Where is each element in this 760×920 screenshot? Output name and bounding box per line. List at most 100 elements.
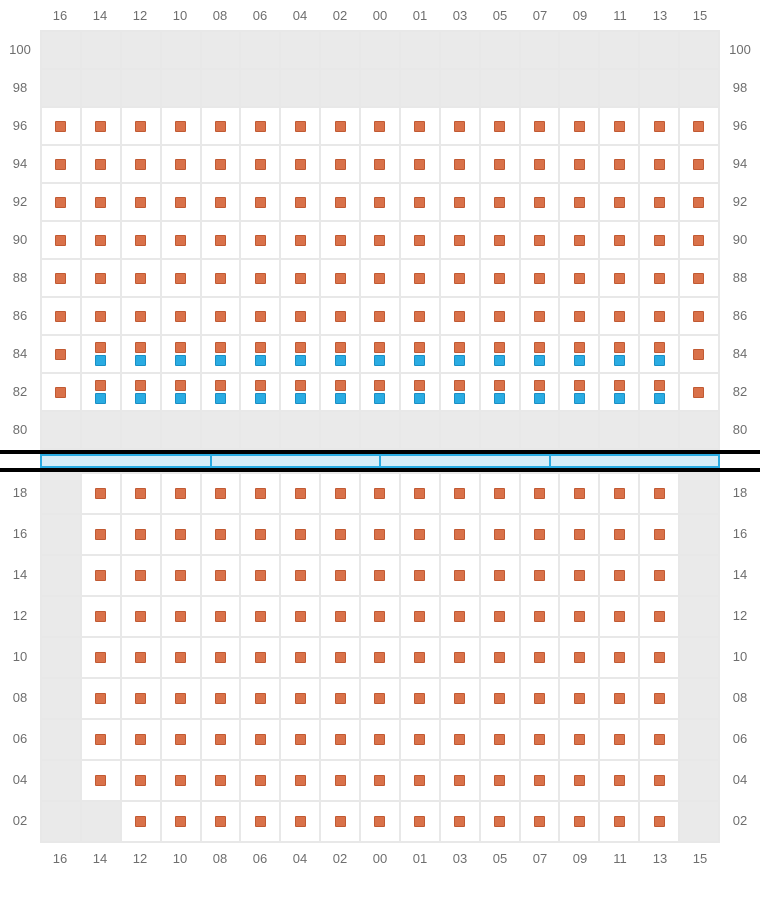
seat-cell[interactable] <box>559 221 599 259</box>
seat-orange[interactable] <box>374 488 385 499</box>
seat-orange[interactable] <box>454 235 465 246</box>
seat-cell[interactable] <box>320 145 360 183</box>
seat-orange[interactable] <box>574 311 585 322</box>
seat-blue[interactable] <box>614 393 625 404</box>
seat-orange[interactable] <box>335 159 346 170</box>
seat-cell[interactable] <box>81 221 121 259</box>
seat-cell[interactable] <box>599 801 639 842</box>
seat-blue[interactable] <box>255 393 266 404</box>
seat-cell[interactable] <box>599 596 639 637</box>
seat-cell[interactable] <box>599 183 639 221</box>
seat-cell[interactable] <box>161 335 201 373</box>
seat-cell[interactable] <box>360 801 400 842</box>
seat-blue[interactable] <box>215 355 226 366</box>
seat-cell[interactable] <box>599 221 639 259</box>
seat-orange[interactable] <box>255 159 266 170</box>
seat-blue[interactable] <box>414 355 425 366</box>
seat-orange[interactable] <box>614 775 625 786</box>
seat-cell[interactable] <box>639 596 679 637</box>
seat-cell[interactable] <box>161 473 201 514</box>
seat-orange[interactable] <box>135 816 146 827</box>
seat-cell[interactable] <box>679 107 719 145</box>
seat-orange[interactable] <box>255 775 266 786</box>
seat-orange[interactable] <box>135 488 146 499</box>
seat-cell[interactable] <box>240 335 280 373</box>
seat-orange[interactable] <box>335 611 346 622</box>
seat-orange[interactable] <box>295 529 306 540</box>
seat-orange[interactable] <box>454 611 465 622</box>
seat-cell[interactable] <box>201 514 241 555</box>
seat-cell[interactable] <box>161 297 201 335</box>
seat-orange[interactable] <box>654 342 665 353</box>
seat-orange[interactable] <box>374 121 385 132</box>
seat-orange[interactable] <box>374 529 385 540</box>
seat-cell[interactable] <box>639 259 679 297</box>
seat-orange[interactable] <box>215 734 226 745</box>
seat-orange[interactable] <box>654 488 665 499</box>
seat-cell[interactable] <box>599 145 639 183</box>
seat-orange[interactable] <box>135 529 146 540</box>
seat-orange[interactable] <box>255 816 266 827</box>
seat-blue[interactable] <box>135 393 146 404</box>
seat-orange[interactable] <box>454 693 465 704</box>
seat-orange[interactable] <box>534 775 545 786</box>
seat-cell[interactable] <box>360 297 400 335</box>
seat-cell[interactable] <box>679 335 719 373</box>
seat-cell[interactable] <box>121 297 161 335</box>
seat-orange[interactable] <box>215 529 226 540</box>
seat-cell[interactable] <box>320 678 360 719</box>
seat-cell[interactable] <box>360 335 400 373</box>
seat-cell[interactable] <box>559 596 599 637</box>
seat-orange[interactable] <box>614 197 625 208</box>
seat-cell[interactable] <box>440 221 480 259</box>
seat-orange[interactable] <box>574 652 585 663</box>
seat-orange[interactable] <box>494 273 505 284</box>
seat-orange[interactable] <box>175 488 186 499</box>
seat-orange[interactable] <box>654 611 665 622</box>
seat-cell[interactable] <box>320 107 360 145</box>
seat-cell[interactable] <box>320 801 360 842</box>
seat-cell[interactable] <box>520 555 560 596</box>
seat-cell[interactable] <box>360 259 400 297</box>
seat-orange[interactable] <box>295 121 306 132</box>
seat-orange[interactable] <box>135 734 146 745</box>
seat-orange[interactable] <box>175 197 186 208</box>
seat-orange[interactable] <box>574 121 585 132</box>
seat-orange[interactable] <box>414 311 425 322</box>
seat-cell[interactable] <box>440 297 480 335</box>
seat-cell[interactable] <box>81 719 121 760</box>
seat-blue[interactable] <box>335 393 346 404</box>
seat-cell[interactable] <box>360 107 400 145</box>
seat-cell[interactable] <box>639 183 679 221</box>
seat-orange[interactable] <box>614 121 625 132</box>
seat-orange[interactable] <box>494 197 505 208</box>
seat-orange[interactable] <box>494 652 505 663</box>
seat-cell[interactable] <box>480 145 520 183</box>
seat-orange[interactable] <box>215 775 226 786</box>
seat-cell[interactable] <box>480 297 520 335</box>
seat-cell[interactable] <box>121 801 161 842</box>
seat-cell[interactable] <box>121 596 161 637</box>
seat-orange[interactable] <box>335 529 346 540</box>
seat-orange[interactable] <box>534 159 545 170</box>
seat-cell[interactable] <box>679 221 719 259</box>
seat-orange[interactable] <box>95 611 106 622</box>
seat-orange[interactable] <box>95 734 106 745</box>
seat-cell[interactable] <box>639 801 679 842</box>
seat-blue[interactable] <box>414 393 425 404</box>
seat-blue[interactable] <box>614 355 625 366</box>
seat-cell[interactable] <box>480 259 520 297</box>
seat-orange[interactable] <box>374 734 385 745</box>
seat-orange[interactable] <box>255 693 266 704</box>
seat-orange[interactable] <box>534 570 545 581</box>
seat-cell[interactable] <box>679 183 719 221</box>
seat-cell[interactable] <box>81 555 121 596</box>
seat-blue[interactable] <box>175 393 186 404</box>
seat-cell[interactable] <box>559 335 599 373</box>
seat-cell[interactable] <box>440 335 480 373</box>
seat-orange[interactable] <box>654 693 665 704</box>
seat-orange[interactable] <box>494 159 505 170</box>
seat-orange[interactable] <box>335 197 346 208</box>
seat-orange[interactable] <box>574 693 585 704</box>
seat-orange[interactable] <box>693 197 704 208</box>
